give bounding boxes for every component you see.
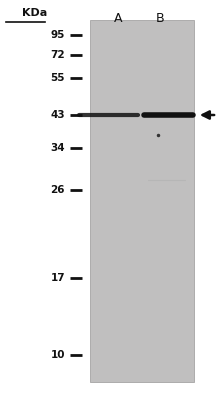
Text: 95: 95 — [51, 30, 65, 40]
Bar — [90, 20, 194, 382]
Text: 26: 26 — [51, 185, 65, 195]
Text: 43: 43 — [50, 110, 65, 120]
Text: 55: 55 — [51, 73, 65, 83]
Text: 10: 10 — [51, 350, 65, 360]
Text: B: B — [156, 12, 164, 25]
Text: 34: 34 — [50, 143, 65, 153]
Text: KDa: KDa — [22, 8, 47, 18]
Text: 17: 17 — [50, 273, 65, 283]
Text: A: A — [114, 12, 122, 25]
Text: 72: 72 — [50, 50, 65, 60]
